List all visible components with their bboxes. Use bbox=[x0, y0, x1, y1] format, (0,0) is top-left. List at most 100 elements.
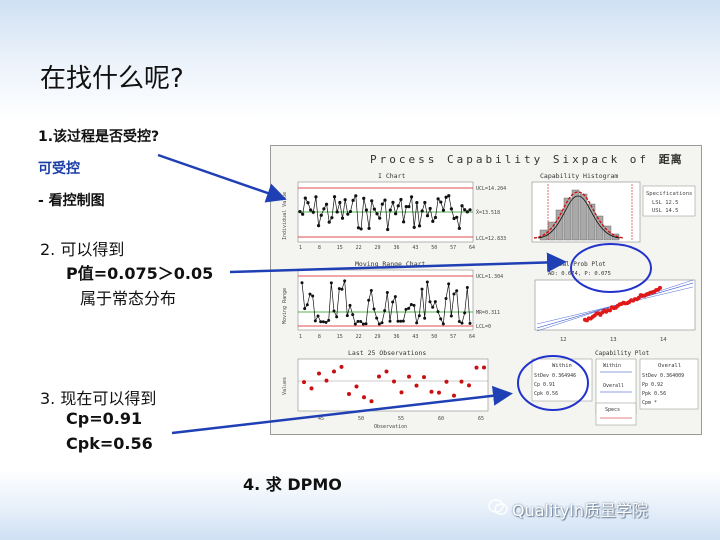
ichart-point bbox=[420, 209, 424, 213]
mr-point bbox=[335, 315, 339, 319]
within-label: Within bbox=[552, 363, 572, 369]
ichart-xtick: 29 bbox=[375, 245, 381, 251]
mr-title: Moving Range Chart bbox=[355, 260, 426, 268]
ichart-point bbox=[319, 213, 323, 217]
mr-point bbox=[391, 300, 395, 304]
mr-point bbox=[463, 311, 467, 315]
within-stdev: StDev 0.364946 bbox=[534, 373, 576, 379]
last25-point bbox=[407, 374, 411, 379]
mr-point bbox=[409, 303, 413, 307]
last25-point bbox=[369, 399, 374, 404]
ichart-point bbox=[425, 214, 430, 218]
mr-point bbox=[343, 279, 347, 283]
overall-cpm: Cpm * bbox=[642, 400, 657, 406]
answer-1-sub: - 看控制图 bbox=[38, 193, 105, 209]
mr-point bbox=[441, 322, 445, 326]
ichart-point bbox=[322, 207, 326, 211]
mr-point bbox=[439, 317, 443, 321]
mr-point bbox=[364, 322, 368, 326]
ichart-xtick: 36 bbox=[393, 245, 399, 251]
mr-point bbox=[399, 319, 403, 323]
mr-point bbox=[375, 316, 379, 320]
last25-point bbox=[444, 379, 449, 384]
last25-point bbox=[474, 365, 479, 370]
ichart-point bbox=[394, 212, 398, 216]
mr-point bbox=[415, 321, 419, 325]
ichart-xbar-label: X̄=13.518 bbox=[476, 209, 500, 216]
overall-stdev: StDev 0.364009 bbox=[642, 373, 684, 379]
prob-points bbox=[583, 285, 662, 323]
mr-xtick: 57 bbox=[450, 334, 456, 340]
ichart-point bbox=[314, 195, 318, 199]
ichart-point bbox=[298, 210, 302, 214]
ichart-point bbox=[455, 215, 459, 219]
mr-point bbox=[436, 310, 440, 314]
cap-overall-label: Overall bbox=[603, 383, 624, 389]
last25-point bbox=[332, 369, 336, 374]
prob-xtick: 13 bbox=[610, 337, 617, 343]
ichart-point bbox=[391, 200, 395, 204]
last25-point bbox=[437, 390, 441, 395]
ichart-point bbox=[338, 200, 342, 205]
ichart-point bbox=[433, 215, 438, 220]
prob-highlight-ellipse bbox=[570, 243, 652, 293]
cp-highlight-ellipse bbox=[517, 355, 589, 411]
question-1: 1.该过程是否受控? bbox=[38, 129, 160, 145]
ichart-point bbox=[449, 207, 454, 211]
mr-point bbox=[396, 319, 400, 323]
ichart-xtick: 15 bbox=[337, 245, 343, 251]
ichart-title: I Chart bbox=[378, 172, 405, 180]
within-box bbox=[531, 358, 593, 402]
prob-ci-lower bbox=[536, 279, 694, 332]
mr-point bbox=[348, 303, 352, 307]
mr-point bbox=[425, 280, 429, 284]
ichart-xtick: 50 bbox=[431, 245, 437, 251]
mr-point bbox=[417, 314, 421, 318]
last25-point bbox=[482, 365, 486, 370]
mr-point bbox=[356, 319, 360, 323]
ichart-point bbox=[386, 227, 390, 232]
ichart-xtick: 22 bbox=[356, 245, 362, 251]
specs-label: Specs bbox=[605, 407, 620, 413]
mr-point bbox=[319, 320, 323, 324]
ichart-point bbox=[324, 202, 329, 206]
hist-bar bbox=[587, 203, 596, 241]
last25-point bbox=[399, 390, 404, 395]
prob-stats: AD: 0.674, P: 0.075 bbox=[548, 271, 611, 277]
ichart-point bbox=[463, 208, 467, 212]
mr-point bbox=[308, 292, 312, 296]
arrow-to-capability bbox=[171, 385, 513, 435]
spec-box bbox=[642, 185, 696, 217]
ichart-point bbox=[409, 195, 414, 199]
ichart-point bbox=[303, 196, 307, 200]
ichart-xtick: 8 bbox=[318, 245, 321, 251]
hist-title: Capability Histogram bbox=[540, 172, 618, 180]
ichart-point bbox=[404, 205, 408, 209]
ichart-ylabel: Individual Value bbox=[282, 192, 288, 240]
last25-point bbox=[392, 379, 396, 384]
last25-point bbox=[317, 371, 321, 376]
ichart-point bbox=[359, 227, 363, 231]
ichart-point bbox=[407, 205, 411, 209]
ichart-point bbox=[372, 207, 376, 211]
mr-point bbox=[420, 287, 424, 291]
ichart-point bbox=[348, 209, 353, 214]
mr-point bbox=[353, 322, 357, 326]
mr-point bbox=[351, 313, 355, 317]
answer-1: 可受控 bbox=[38, 161, 80, 177]
ichart-point bbox=[399, 197, 403, 202]
ichart-point bbox=[415, 200, 419, 205]
mr-point bbox=[300, 281, 304, 285]
within-cp: Cp 0.91 bbox=[534, 382, 555, 388]
last25-point bbox=[362, 395, 366, 400]
ichart-point bbox=[431, 219, 435, 223]
mr-point bbox=[372, 307, 376, 311]
mr-series-line bbox=[301, 280, 471, 326]
ichart-point bbox=[396, 204, 400, 208]
arrow-to-ichart bbox=[157, 153, 287, 203]
ichart-point bbox=[388, 208, 392, 212]
hist-bar bbox=[579, 193, 588, 241]
mr-point bbox=[329, 281, 333, 285]
mr-xtick: 1 bbox=[299, 334, 302, 340]
mr-point bbox=[361, 322, 365, 326]
